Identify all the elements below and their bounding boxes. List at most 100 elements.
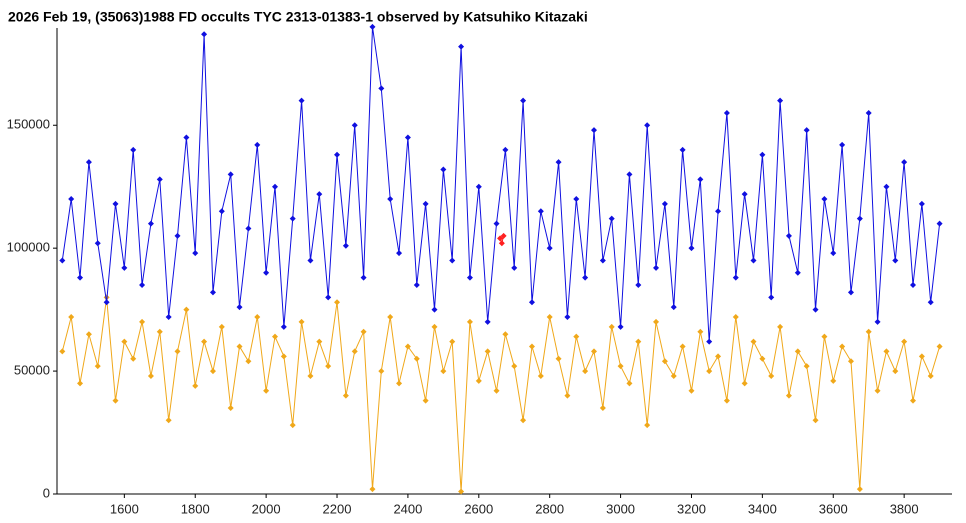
data-point <box>706 368 713 375</box>
data-point <box>351 122 358 129</box>
data-point <box>369 486 376 493</box>
x-tick-label: 2200 <box>323 501 352 516</box>
data-point <box>910 397 917 404</box>
x-tick-label: 3800 <box>890 501 919 516</box>
data-point <box>342 392 349 399</box>
data-point <box>396 250 403 257</box>
data-point <box>626 171 633 178</box>
x-tick-label: 3600 <box>819 501 848 516</box>
data-point <box>839 141 846 148</box>
data-point <box>236 343 243 350</box>
data-point <box>236 304 243 311</box>
data-point <box>289 215 296 222</box>
data-point <box>404 343 411 350</box>
data-point <box>599 404 606 411</box>
series-line <box>61 26 941 342</box>
x-tick-label: 1600 <box>110 501 139 516</box>
data-point <box>298 97 305 104</box>
data-point <box>723 397 730 404</box>
data-point <box>165 314 172 320</box>
chart-title: 2026 Feb 19, (35063)1988 FD occults TYC … <box>8 9 588 25</box>
data-point <box>777 323 784 330</box>
data-point <box>280 353 287 360</box>
data-point <box>883 183 890 190</box>
data-point <box>271 333 278 340</box>
data-point <box>573 333 580 340</box>
data-point <box>688 245 695 252</box>
data-point <box>431 323 438 330</box>
data-point <box>103 299 110 306</box>
data-point <box>280 323 287 330</box>
data-point <box>498 240 505 247</box>
data-point <box>497 235 504 242</box>
data-point <box>360 328 367 335</box>
data-point <box>803 363 810 370</box>
data-point <box>502 331 509 338</box>
data-point <box>77 274 84 281</box>
data-point <box>209 368 216 375</box>
data-point <box>378 368 385 375</box>
data-point <box>59 348 66 355</box>
x-tick-label: 1800 <box>181 501 210 516</box>
data-point <box>245 358 252 365</box>
x-tick-label: 2800 <box>535 501 564 516</box>
data-point <box>174 232 181 239</box>
data-point <box>847 289 854 296</box>
data-point <box>511 363 518 370</box>
data-point <box>404 134 411 141</box>
data-point <box>68 314 75 320</box>
data-point <box>608 215 615 222</box>
data-point <box>130 146 137 153</box>
y-tick-label: 0 <box>43 485 50 500</box>
data-point <box>387 196 394 202</box>
data-point <box>422 200 429 207</box>
data-point <box>582 274 589 281</box>
data-point <box>537 208 544 215</box>
data-point <box>139 282 146 289</box>
data-point <box>927 299 934 306</box>
data-point <box>183 306 190 313</box>
y-tick-label: 100000 <box>7 240 50 255</box>
data-point <box>156 176 163 183</box>
data-point <box>785 232 792 239</box>
data-point <box>821 196 828 202</box>
data-point <box>271 183 278 190</box>
data-point <box>847 358 854 365</box>
data-point <box>839 343 846 350</box>
data-point <box>901 338 908 345</box>
data-point <box>475 377 482 384</box>
data-point <box>413 282 420 289</box>
data-point <box>901 159 908 166</box>
data-point <box>732 274 739 281</box>
data-point <box>307 373 314 379</box>
data-point <box>874 318 881 325</box>
data-point <box>573 196 580 202</box>
x-tick-label: 2600 <box>464 501 493 516</box>
data-point <box>183 134 190 141</box>
data-point <box>528 299 535 306</box>
data-point <box>723 109 730 116</box>
data-point <box>918 200 925 207</box>
data-point <box>528 343 535 350</box>
data-point <box>94 240 101 247</box>
data-point <box>121 338 128 345</box>
data-point <box>431 306 438 313</box>
data-point <box>821 333 828 340</box>
data-point <box>759 151 766 158</box>
x-tick-label: 2400 <box>393 501 422 516</box>
data-point <box>484 348 491 355</box>
data-point <box>670 373 677 379</box>
data-point <box>653 318 660 325</box>
data-point <box>466 274 473 281</box>
data-point <box>369 23 376 30</box>
data-point <box>396 380 403 387</box>
data-point <box>130 355 137 362</box>
data-point <box>750 338 757 345</box>
data-point <box>201 338 208 345</box>
data-point <box>254 314 261 320</box>
data-point <box>85 159 92 166</box>
data-point <box>440 166 447 173</box>
data-point <box>777 97 784 104</box>
data-point <box>865 109 872 116</box>
